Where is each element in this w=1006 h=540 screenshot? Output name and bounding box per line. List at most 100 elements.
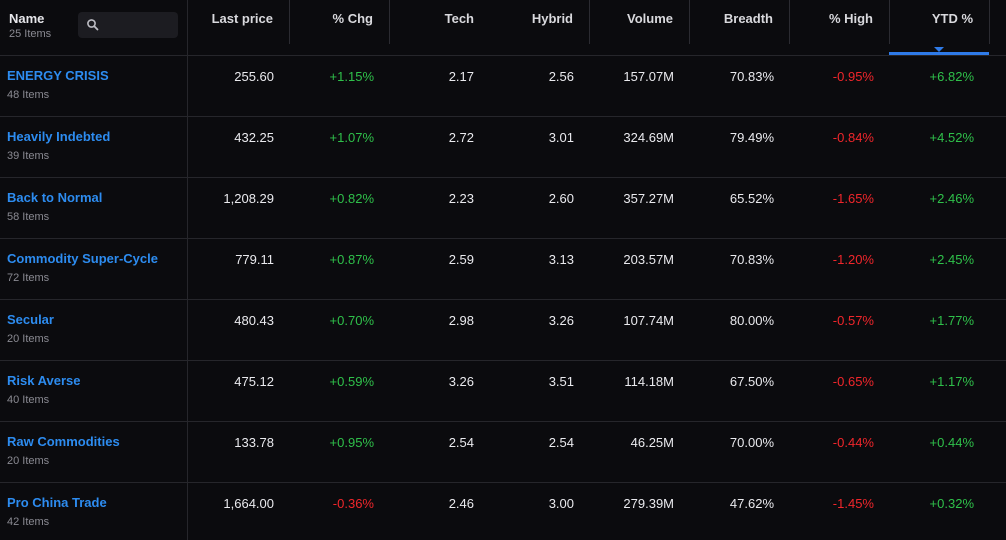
column-header-last-price[interactable]: Last price: [188, 0, 290, 44]
cell-hybrid: 3.00: [548, 496, 574, 511]
cell-ytd: +1.17%: [929, 374, 974, 389]
cell-ytd: +6.82%: [929, 69, 974, 84]
cell-breadth: 80.00%: [729, 313, 774, 328]
cell-pct-chg: +0.87%: [329, 252, 374, 267]
table-row[interactable]: Secular 20 Items 480.43 +0.70% 2.98 3.26 107.7…: [0, 300, 1006, 361]
cell-pct-chg: +1.15%: [329, 69, 374, 84]
table-row[interactable]: Heavily Indebted 39 Items 432.25 +1.07% 2.72…: [0, 117, 1006, 178]
cell-volume: 324.69M: [623, 130, 674, 145]
cell-tech: 2.17: [448, 69, 474, 84]
cell-pct-high: -0.95%: [832, 69, 874, 84]
row-item-count: 72 Items: [7, 272, 50, 284]
cell-pct-high: -1.65%: [832, 191, 874, 206]
name-column-header: Name 25 Items: [0, 0, 188, 56]
column-header-pct-chg[interactable]: % Chg: [290, 0, 390, 44]
cell-pct-high: -0.65%: [832, 374, 874, 389]
cell-volume: 203.57M: [623, 252, 674, 267]
cell-pct-chg: +0.59%: [329, 374, 374, 389]
row-item-count: 42 Items: [7, 516, 50, 528]
cell-tech: 2.54: [448, 435, 474, 450]
column-header-breadth[interactable]: Breadth: [690, 0, 790, 44]
cell-pct-high: -0.57%: [832, 313, 874, 328]
cell-pct-chg: +0.82%: [329, 191, 374, 206]
cell-breadth: 67.50%: [729, 374, 774, 389]
table-header: Name 25 Items Last price % Chg Tech Hybr…: [0, 0, 1006, 56]
cell-pct-chg: +0.95%: [329, 435, 374, 450]
search-input[interactable]: [104, 15, 176, 35]
watchlist-link[interactable]: Pro China Trade: [7, 495, 107, 510]
column-header-volume[interactable]: Volume: [590, 0, 690, 44]
watchlist-link[interactable]: Back to Normal: [7, 190, 103, 205]
cell-last-price: 475.12: [234, 374, 274, 389]
cell-last-price: 1,664.00: [223, 496, 274, 511]
cell-pct-chg: -0.36%: [332, 496, 374, 511]
cell-ytd: +0.32%: [929, 496, 974, 511]
cell-ytd: +2.45%: [929, 252, 974, 267]
cell-breadth: 65.52%: [729, 191, 774, 206]
cell-volume: 107.74M: [623, 313, 674, 328]
row-item-count: 48 Items: [7, 89, 50, 101]
row-name-cell: Heavily Indebted 39 Items: [0, 117, 188, 178]
row-item-count: 39 Items: [7, 150, 50, 162]
cell-last-price: 779.11: [235, 252, 274, 267]
cell-pct-high: -1.20%: [832, 252, 874, 267]
watchlist-link[interactable]: Risk Averse: [7, 373, 81, 388]
cell-tech: 3.26: [448, 374, 474, 389]
column-header-hybrid[interactable]: Hybrid: [490, 0, 590, 44]
table-row[interactable]: Pro China Trade 42 Items 1,664.00 -0.36% 2.4…: [0, 483, 1006, 540]
cell-tech: 2.72: [448, 130, 474, 145]
name-header-label[interactable]: Name: [9, 11, 45, 26]
cell-pct-chg: +1.07%: [329, 130, 374, 145]
item-count: 25 Items: [9, 28, 52, 40]
cell-hybrid: 2.60: [548, 191, 574, 206]
cell-last-price: 255.60: [234, 69, 274, 84]
table-row[interactable]: ENERGY CRISIS 48 Items 255.60 +1.15% 2.17 2.5…: [0, 56, 1006, 117]
watchlist-link[interactable]: Raw Commodities: [7, 434, 120, 449]
cell-ytd: +1.77%: [929, 313, 974, 328]
cell-tech: 2.23: [448, 191, 474, 206]
cell-tech: 2.98: [448, 313, 474, 328]
cell-hybrid: 2.56: [548, 69, 574, 84]
cell-ytd: +4.52%: [929, 130, 974, 145]
column-header-tech[interactable]: Tech: [444, 11, 474, 26]
row-name-cell: ENERGY CRISIS 48 Items: [0, 56, 188, 117]
table-row[interactable]: Risk Averse 40 Items 475.12 +0.59% 3.26 3.51 1…: [0, 361, 1006, 422]
row-name-cell: Pro China Trade 42 Items: [0, 483, 188, 540]
watchlist-link[interactable]: ENERGY CRISIS: [7, 68, 109, 83]
cell-ytd: +2.46%: [929, 191, 974, 206]
table-row[interactable]: Back to Normal 58 Items 1,208.29 +0.82% 2.23…: [0, 178, 1006, 239]
cell-pct-high: -0.44%: [832, 435, 874, 450]
watchlist-link[interactable]: Commodity Super-Cycle: [7, 251, 158, 266]
cell-hybrid: 2.54: [548, 435, 574, 450]
column-header-ytd[interactable]: YTD %: [890, 0, 990, 44]
row-name-cell: Raw Commodities 20 Items: [0, 422, 188, 483]
cell-tech: 2.59: [448, 252, 474, 267]
row-item-count: 40 Items: [7, 394, 50, 406]
row-item-count: 20 Items: [7, 333, 50, 345]
cell-hybrid: 3.26: [548, 313, 574, 328]
watchlist-link[interactable]: Heavily Indebted: [7, 129, 111, 144]
cell-breadth: 70.83%: [729, 69, 774, 84]
cell-tech: 2.46: [448, 496, 474, 511]
cell-volume: 46.25M: [630, 435, 674, 450]
cell-hybrid: 3.13: [548, 252, 574, 267]
row-name-cell: Risk Averse 40 Items: [0, 361, 188, 422]
cell-volume: 279.39M: [623, 496, 674, 511]
search-box[interactable]: [78, 12, 178, 38]
row-item-count: 58 Items: [7, 211, 50, 223]
cell-last-price: 432.25: [234, 130, 274, 145]
cell-hybrid: 3.51: [548, 374, 574, 389]
cell-last-price: 1,208.29: [223, 191, 274, 206]
cell-hybrid: 3.01: [548, 130, 574, 145]
table-row[interactable]: Commodity Super-Cycle 72 Items 779.11 +0.87…: [0, 239, 1006, 300]
sort-caret-icon: [934, 47, 944, 52]
column-header-pct-high[interactable]: % High: [790, 0, 890, 44]
table-row[interactable]: Raw Commodities 20 Items 133.78 +0.95% 2.54 2…: [0, 422, 1006, 483]
search-icon: [87, 19, 99, 31]
watchlist-link[interactable]: Secular: [7, 312, 54, 327]
row-name-cell: Commodity Super-Cycle 72 Items: [0, 239, 188, 300]
sort-indicator: [889, 52, 989, 55]
cell-ytd: +0.44%: [929, 435, 974, 450]
cell-pct-high: -0.84%: [832, 130, 874, 145]
